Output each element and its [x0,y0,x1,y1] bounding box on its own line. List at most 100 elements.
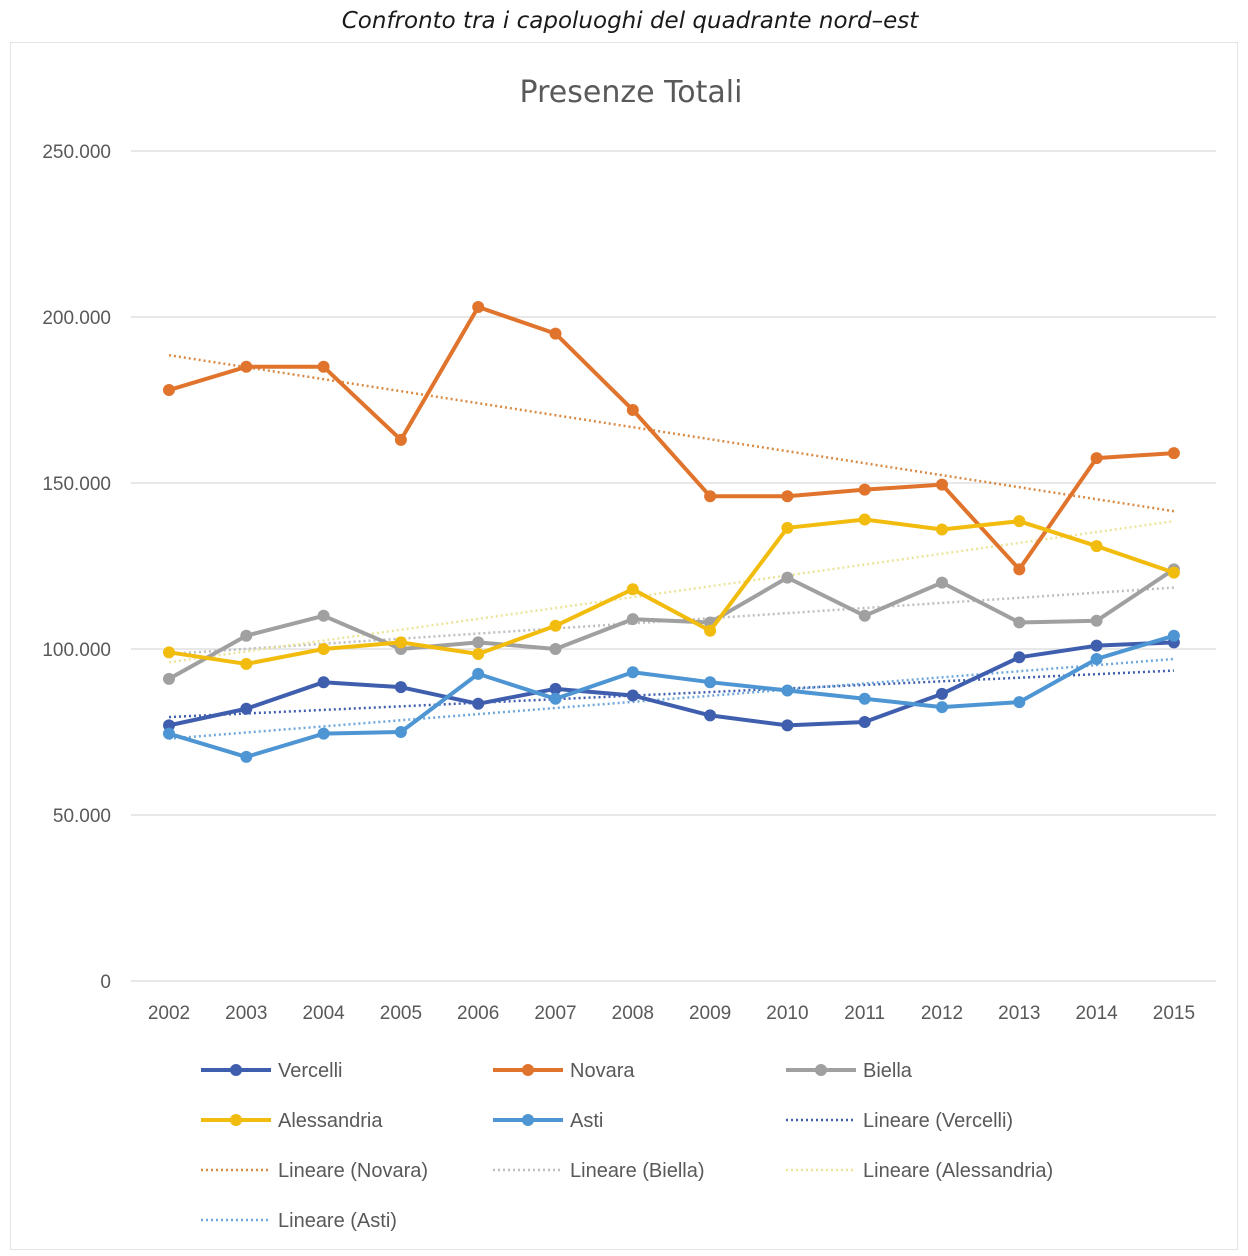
data-point [626,613,639,626]
data-point [1013,563,1026,576]
data-point [1167,447,1180,460]
data-point [317,360,330,373]
data-point [549,327,562,340]
series-line [167,640,1176,728]
chart-title: Presenze Totali [520,75,743,110]
data-point [472,647,485,660]
data-point [394,726,407,738]
data-point [472,636,485,649]
x-tick-label: 2015 [1153,1003,1195,1024]
data-point [858,483,871,496]
trendline [168,519,1175,664]
data-point [858,513,871,526]
legend-label: Lineare (Novara) [278,1160,428,1182]
y-tick-label: 250.000 [42,142,111,163]
data-point [936,701,948,714]
data-point [317,609,330,622]
series-line [167,567,1176,681]
data-point [317,727,330,740]
data-point [163,646,175,659]
x-tick-label: 2004 [302,1003,345,1024]
x-tick-label: 2007 [534,1003,576,1024]
y-tick-label: 100.000 [42,640,111,661]
legend-label: Lineare (Asti) [278,1210,397,1232]
data-point [240,629,253,642]
data-point [163,727,175,740]
data-point [1013,696,1026,709]
data-series [163,301,1180,763]
y-tick-label: 150.000 [42,474,111,495]
data-point [936,523,948,536]
legend-label: Lineare (Vercelli) [863,1110,1013,1132]
x-tick-label: 2005 [380,1003,422,1024]
data-point [704,624,717,637]
data-point [163,719,175,732]
data-point [240,750,253,763]
x-tick-label: 2014 [1075,1003,1118,1024]
data-point [549,619,562,632]
data-point [1090,614,1103,627]
data-point [472,697,485,710]
data-point [240,360,253,373]
trendlines [168,353,1175,740]
data-point [781,684,794,697]
data-point [781,571,794,584]
series-line [167,305,1176,572]
legend-label: Asti [570,1110,603,1132]
data-point [472,301,485,314]
x-tick-label: 2011 [844,1003,885,1024]
data-point [626,666,639,679]
x-tick-label: 2002 [148,1003,190,1024]
series-line [167,633,1176,759]
data-point [1013,515,1026,528]
data-point [781,490,794,503]
x-tick-label: 2003 [225,1003,267,1024]
data-point [936,687,948,700]
data-point [472,667,485,680]
data-point [858,692,871,705]
y-axis: 0 50.000 100.000 150.000 200.000 250.000 [42,142,111,993]
data-point [626,689,639,702]
legend-label: Novara [570,1060,635,1082]
chart-caption: Confronto tra i capoluoghi del quadrante… [341,8,919,34]
data-point [626,583,639,596]
data-point [1090,652,1103,665]
data-point [1090,639,1103,652]
data-point [240,657,253,670]
y-tick-label: 50.000 [53,806,111,827]
legend-label: Alessandria [278,1110,383,1132]
x-axis: 2002 2003 2004 2005 2006 2007 2008 2009 2010 2011… [148,1003,1195,1024]
data-point [317,676,330,689]
legend-marker [230,1064,242,1076]
data-point [704,490,717,503]
data-point [704,709,717,722]
data-point [394,636,407,649]
legend-label: Lineare (Alessandria) [863,1160,1053,1182]
x-tick-label: 2012 [921,1003,963,1024]
data-point [549,682,562,695]
x-tick-label: 2009 [689,1003,731,1024]
data-point [240,702,253,715]
data-point [1013,651,1026,664]
legend-label: Vercelli [278,1060,342,1082]
data-point [858,716,871,729]
data-point [394,433,407,446]
trendline [168,353,1175,513]
data-point [858,609,871,622]
data-point [394,681,407,694]
data-point [1167,629,1180,642]
x-tick-label: 2006 [457,1003,499,1024]
data-point [1013,616,1026,629]
data-point [704,676,717,689]
data-point [549,643,562,655]
data-point [549,692,562,705]
series-line [167,517,1176,666]
legend-marker [522,1064,534,1076]
data-point [626,403,639,416]
line-chart: Presenze Totali 0 50.000 100.000 150.000 200… [42,75,1216,1232]
legend-marker [815,1064,827,1076]
legend-label: Lineare (Biella) [570,1160,705,1182]
y-tick-label: 0 [100,972,111,993]
data-point [936,478,948,491]
legend-label: Biella [863,1060,913,1082]
